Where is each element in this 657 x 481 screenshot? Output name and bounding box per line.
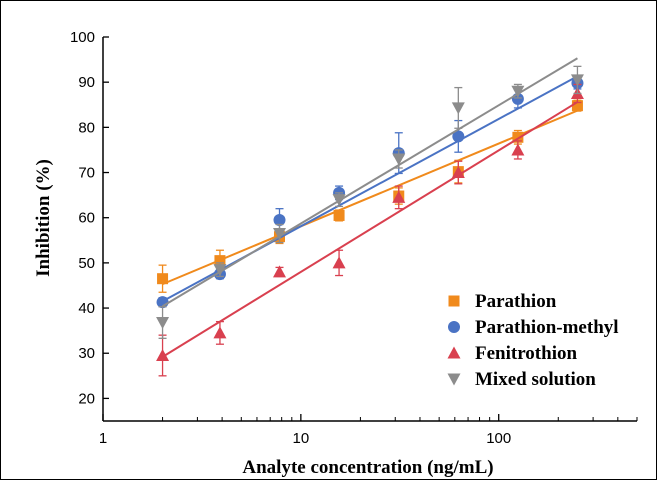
- y-tick-label: 80: [78, 119, 95, 136]
- data-point: [157, 273, 169, 285]
- legend-label: Fenitrothion: [475, 343, 577, 364]
- data-point: [332, 194, 346, 207]
- data-point: [511, 85, 525, 98]
- x-axis-title: Analyte concentration (ng/mL): [242, 457, 493, 478]
- data-point: [273, 265, 287, 278]
- data-point: [571, 100, 583, 112]
- data-point: [452, 130, 465, 143]
- data-point: [273, 228, 287, 241]
- data-point: [156, 317, 170, 330]
- fit-line: [162, 75, 578, 303]
- data-point: [392, 190, 406, 203]
- y-axis-title: Inhibition (%): [33, 159, 54, 277]
- legend-label: Mixed solution: [475, 369, 596, 390]
- y-tick-label: 20: [78, 390, 95, 407]
- data-point: [213, 326, 227, 339]
- fit-line: [162, 57, 578, 308]
- legend-marker: [448, 295, 460, 307]
- y-tick-label: 90: [78, 74, 95, 91]
- y-tick-label: 30: [78, 345, 95, 362]
- data-point: [451, 102, 465, 115]
- legend-marker: [448, 321, 460, 333]
- data-point: [156, 348, 170, 361]
- data-point: [332, 256, 346, 269]
- data-point: [511, 143, 525, 156]
- legend-label: Parathion-methyl: [475, 317, 619, 338]
- data-point: [570, 74, 584, 87]
- legend-marker: [447, 346, 461, 359]
- data-point: [333, 209, 345, 221]
- x-tick-label: 1: [99, 430, 107, 447]
- data-point: [392, 153, 406, 166]
- y-tick-label: 70: [78, 165, 95, 182]
- y-tick-label: 60: [78, 210, 95, 227]
- x-tick-label: 10: [293, 430, 310, 447]
- data-point: [214, 255, 226, 267]
- fit-line: [162, 101, 578, 358]
- data-point: [273, 213, 286, 226]
- y-tick-label: 50: [78, 255, 95, 272]
- y-tick-label: 40: [78, 300, 95, 317]
- legend-label: Parathion: [475, 291, 557, 312]
- y-tick-label: 100: [70, 29, 95, 46]
- legend-marker: [447, 373, 461, 386]
- x-tick-label: 100: [486, 430, 511, 447]
- fit-line: [162, 109, 578, 286]
- data-point: [512, 131, 524, 143]
- data-point: [213, 264, 227, 277]
- data-point: [451, 166, 465, 179]
